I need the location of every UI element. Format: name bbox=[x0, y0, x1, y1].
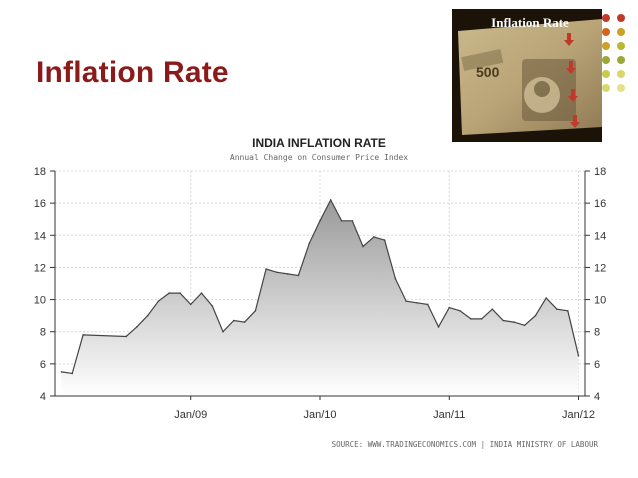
data-point bbox=[211, 305, 214, 307]
decorative-dot bbox=[617, 14, 625, 22]
y-tick-label-right: 8 bbox=[594, 327, 600, 339]
data-point bbox=[329, 199, 332, 201]
data-point bbox=[308, 242, 311, 245]
data-point bbox=[179, 292, 181, 294]
data-point bbox=[394, 277, 397, 280]
data-point bbox=[60, 371, 63, 373]
data-point bbox=[233, 319, 235, 322]
decorative-dot bbox=[602, 56, 610, 64]
data-point bbox=[523, 324, 526, 327]
data-point bbox=[136, 326, 138, 328]
chart-title: INDIA INFLATION RATE bbox=[252, 136, 386, 150]
y-tick-label-left: 10 bbox=[34, 295, 46, 307]
x-tick-label: Jan/09 bbox=[174, 409, 207, 421]
chart-source: SOURCE: WWW.TRADINGECONOMICS.COM | INDIA… bbox=[332, 440, 599, 449]
y-tick-label-left: 8 bbox=[40, 327, 46, 339]
x-tick-label: Jan/12 bbox=[562, 409, 595, 421]
data-point bbox=[168, 292, 170, 294]
data-point bbox=[276, 271, 278, 274]
decorative-dot bbox=[617, 70, 625, 78]
data-point bbox=[254, 310, 257, 312]
y-tick-label-left: 12 bbox=[34, 262, 46, 274]
data-point bbox=[82, 334, 84, 336]
data-point bbox=[448, 306, 451, 309]
data-point bbox=[157, 300, 160, 303]
data-point bbox=[491, 308, 494, 311]
data-point bbox=[567, 310, 569, 312]
down-arrow-icons bbox=[564, 33, 580, 128]
y-tick-label-left: 18 bbox=[34, 166, 46, 178]
y-tick-label-right: 12 bbox=[594, 262, 606, 274]
data-point bbox=[222, 330, 224, 333]
decorative-dot bbox=[617, 42, 625, 50]
x-tick-label: Jan/11 bbox=[433, 409, 465, 421]
y-tick-label-left: 4 bbox=[40, 391, 46, 403]
data-point bbox=[297, 274, 300, 277]
y-tick-label-left: 14 bbox=[34, 230, 46, 242]
data-point bbox=[577, 355, 580, 357]
data-point bbox=[125, 335, 127, 338]
y-tick-label-right: 18 bbox=[594, 166, 606, 178]
decorative-dot bbox=[602, 84, 610, 92]
data-point bbox=[405, 300, 408, 303]
data-point bbox=[243, 321, 246, 323]
series-line bbox=[61, 198, 580, 375]
data-point bbox=[513, 321, 515, 323]
y-tick-label-right: 16 bbox=[594, 198, 606, 210]
decorative-dot bbox=[602, 42, 610, 50]
data-point bbox=[534, 314, 537, 317]
banknote-value: 500 bbox=[476, 64, 500, 80]
y-tick-label-left: 6 bbox=[40, 359, 46, 371]
data-point bbox=[416, 302, 418, 304]
data-point bbox=[470, 318, 472, 320]
series-area bbox=[61, 199, 579, 396]
y-tick-label-left: 16 bbox=[34, 198, 46, 210]
data-point bbox=[437, 326, 440, 328]
y-tick-label-right: 14 bbox=[594, 230, 606, 242]
decorative-dot bbox=[617, 84, 625, 92]
data-point bbox=[200, 292, 203, 294]
y-tick-label-right: 6 bbox=[594, 359, 600, 371]
data-point bbox=[319, 220, 321, 222]
data-point bbox=[351, 220, 354, 222]
banknote-image: Inflation Rate 500 bbox=[452, 9, 602, 142]
banknote-caption: Inflation Rate bbox=[491, 15, 569, 30]
decorative-dot bbox=[617, 56, 625, 64]
data-point bbox=[286, 273, 289, 275]
data-point bbox=[340, 220, 343, 222]
data-point bbox=[71, 372, 73, 375]
decorative-dot bbox=[602, 70, 610, 78]
slide-title: Inflation Rate bbox=[36, 56, 229, 89]
chart-subtitle: Annual Change on Consumer Price Index bbox=[230, 153, 408, 162]
decorative-dots bbox=[602, 14, 632, 114]
data-point bbox=[480, 318, 483, 320]
data-point bbox=[556, 308, 558, 311]
decorative-dot bbox=[602, 14, 610, 22]
y-tick-label-right: 4 bbox=[594, 391, 600, 403]
x-tick-label: Jan/10 bbox=[303, 409, 336, 421]
data-point bbox=[362, 245, 364, 248]
data-point bbox=[545, 297, 547, 299]
decorative-dot bbox=[602, 28, 610, 36]
decorative-dot bbox=[617, 28, 625, 36]
data-point bbox=[459, 310, 461, 312]
y-tick-label-right: 10 bbox=[594, 295, 606, 307]
data-point bbox=[189, 303, 192, 306]
data-point bbox=[383, 239, 386, 241]
data-point bbox=[373, 236, 375, 238]
data-point bbox=[426, 303, 429, 306]
data-point bbox=[502, 319, 505, 322]
data-point bbox=[265, 268, 267, 270]
data-point bbox=[146, 314, 149, 317]
